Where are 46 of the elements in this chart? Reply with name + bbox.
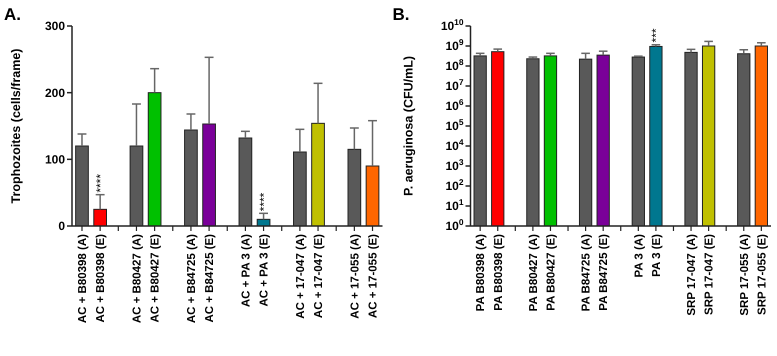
x-tick-label: AC + B84725 (A)	[186, 234, 198, 324]
x-tick-label: SRP 17-047 (A)	[686, 234, 698, 316]
x-tick-label: AC + B84725 (E)	[204, 234, 216, 323]
annotation: ***	[649, 28, 664, 42]
y-axis-title: Trophozoites (cells/frame)	[9, 48, 23, 204]
y-tick-label: 10$^{2}$	[445, 177, 464, 194]
chart-title: B.	[392, 5, 410, 24]
x-tick-label: AC + B80398 (A)	[77, 234, 90, 324]
y-tick-label: 10$^{0}$	[445, 217, 464, 234]
x-tick-label: PA B80398 (A)	[475, 234, 488, 312]
y-tick-label: 100	[44, 152, 66, 167]
x-tick-label: SRP 17-055 (A)	[738, 234, 751, 316]
y-tick-label: 10$^{4}$	[445, 137, 464, 154]
y-tick-label: 10$^{1}$	[445, 197, 464, 214]
y-tick-label: 10$^{6}$	[445, 97, 464, 114]
x-tick-label: SRP 17-055 (E)	[756, 234, 768, 315]
x-tick-label: AC + 17-055 (E)	[368, 234, 380, 318]
x-tick-label: AC + B80398 (E)	[95, 234, 108, 323]
y-tick-label: 10$^{9}$	[445, 37, 464, 54]
x-tick-label: AC + B80427 (A)	[131, 234, 144, 324]
x-tick-label: PA B80427 (E)	[545, 234, 558, 311]
x-tick-label: PA 3 (A)	[633, 234, 646, 278]
x-tick-label: AC + 17-055 (A)	[349, 234, 362, 319]
y-tick-label: 10$^{7}$	[445, 77, 464, 94]
y-tick-label: 10$^{10}$	[440, 17, 464, 34]
x-tick-label: AC + 17-047 (A)	[294, 234, 307, 319]
y-axis-title: P. aeruginosa (CFU/mL)	[402, 56, 416, 196]
x-tick-label: AC + B80427 (E)	[150, 234, 162, 323]
chart-title: A.	[4, 5, 21, 24]
y-tick-label: 10$^{5}$	[445, 117, 464, 134]
x-tick-label: SRP 17-047 (E)	[704, 234, 716, 315]
x-tick-label: PA 3 (E)	[650, 234, 663, 277]
x-tick-label: PA B80398 (E)	[492, 234, 505, 311]
y-tick-label: 10$^{8}$	[445, 57, 464, 74]
x-tick-label: PA B84725 (E)	[598, 234, 610, 311]
y-tick-label: 0	[58, 219, 66, 234]
y-tick-label: 300	[44, 19, 66, 34]
x-tick-label: AC + PA 3 (A)	[240, 234, 252, 308]
annotation: ****	[93, 174, 108, 193]
y-tick-label: 10$^{3}$	[445, 157, 464, 174]
x-tick-label: PA B84725 (A)	[580, 234, 593, 312]
y-tick-label: 200	[44, 86, 66, 100]
x-tick-label: PA B80427 (A)	[528, 234, 540, 312]
x-tick-label: AC + PA 3 (E)	[258, 234, 271, 307]
annotation: ****	[256, 192, 271, 212]
x-tick-label: AC + 17-047 (E)	[313, 234, 326, 318]
